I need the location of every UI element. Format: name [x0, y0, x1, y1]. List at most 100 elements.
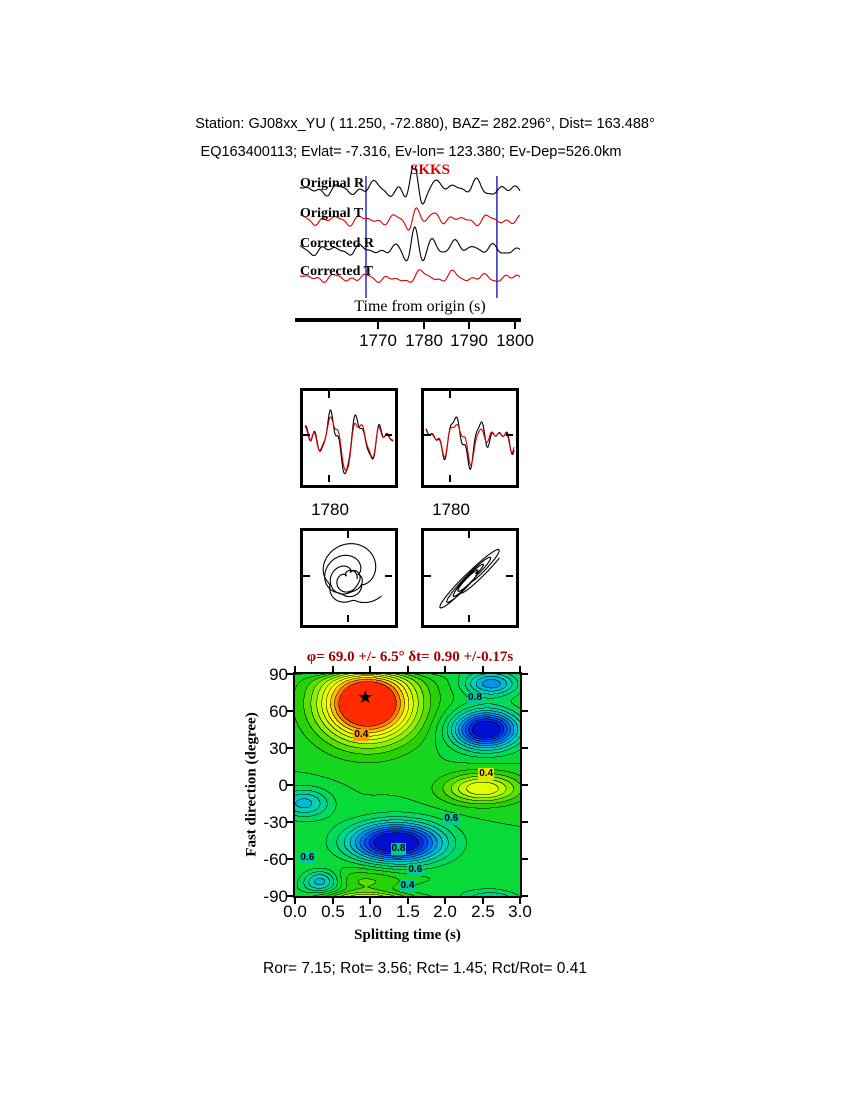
quality-ratios-text: Ror= 7.15; Rot= 3.56; Rct= 1.45; Rct/Rot…	[263, 960, 587, 977]
tick-mark	[331, 898, 334, 904]
box-border	[300, 528, 398, 628]
tick-mark	[287, 858, 293, 860]
tick-mark	[522, 747, 528, 749]
ytick-90: 90	[269, 665, 288, 684]
particle-motion-curve	[322, 543, 382, 604]
time-axis-title: Time from origin (s)	[354, 298, 486, 315]
contour-value-label: 0.8	[467, 692, 483, 705]
trace-label-corrected-t: Corrected T	[300, 264, 373, 279]
tick-mark	[449, 391, 451, 398]
tick-mark	[385, 434, 392, 436]
tick-mark	[328, 475, 330, 482]
tick-mark	[287, 673, 293, 675]
tick-mark	[481, 666, 484, 672]
xtick-05: 0.5	[321, 902, 345, 921]
tick-mark	[468, 322, 471, 329]
overlay-box-2-time-label: 1780	[432, 500, 470, 519]
tick-mark	[522, 710, 528, 712]
tick-mark	[303, 434, 310, 436]
tick-mark	[287, 784, 293, 786]
tick-mark	[294, 666, 296, 672]
trace-label-corrected-r: Corrected R	[300, 236, 374, 251]
event-header-line2: EQ163400113; Evlat= -7.316, Ev-lon= 123.…	[200, 144, 622, 160]
tick-mark	[347, 615, 349, 622]
splitting-error-surface	[295, 674, 520, 896]
curve	[305, 416, 394, 472]
tick-mark	[468, 615, 470, 622]
tick-mark	[406, 898, 409, 904]
tick-mark	[376, 322, 379, 329]
box-border	[421, 528, 519, 628]
tick-mark	[328, 391, 330, 398]
contour-value-label: 0.6	[443, 813, 460, 826]
splitting-result-title: φ= 69.0 +/- 6.5° δt= 0.90 +/-0.17s	[306, 649, 514, 665]
ytick-30: 30	[269, 739, 288, 758]
tick-mark	[506, 575, 513, 577]
overlay-waveforms	[304, 409, 394, 475]
trace-label-original-r: Original R	[300, 176, 365, 191]
particle-motion-box-corrected	[421, 528, 519, 628]
contour-value-label: 0.4	[399, 880, 416, 892]
component-overlay-box-2	[421, 388, 519, 488]
time-tick-1780: 1780	[405, 331, 443, 350]
station-header-line1: Station: GJ08xx_YU ( 11.250, -72.880), B…	[195, 116, 655, 132]
y-axis-title: Fast direction (degree)	[243, 712, 260, 857]
curve	[300, 269, 521, 284]
overlay-waveforms	[425, 416, 515, 470]
box-border	[421, 388, 519, 488]
curve	[322, 543, 382, 604]
contour-value-label: 0.4	[478, 767, 495, 780]
time-axis-line	[295, 318, 521, 322]
tick-mark	[444, 898, 446, 904]
tick-mark	[331, 666, 334, 672]
ytick-60: 60	[269, 702, 288, 721]
tick-mark	[424, 575, 431, 577]
tick-mark	[294, 898, 296, 904]
tick-mark	[287, 895, 293, 897]
xtick-25: 2.5	[471, 902, 495, 921]
tick-mark	[519, 666, 521, 672]
tick-mark	[369, 666, 371, 672]
tick-mark	[424, 434, 431, 436]
time-tick-1770: 1770	[359, 331, 397, 350]
tick-mark	[449, 475, 451, 482]
tick-mark	[522, 784, 528, 786]
trace-label-original-t: Original T	[300, 206, 364, 221]
tick-mark	[522, 895, 528, 897]
tick-mark	[506, 434, 513, 436]
component-overlay-box-1	[300, 388, 398, 488]
curve	[299, 166, 521, 205]
particle-motion-box-uncorrected	[300, 528, 398, 628]
curve	[439, 548, 500, 609]
tick-mark	[287, 710, 293, 712]
tick-mark	[369, 898, 371, 904]
x-axis-title: Splitting time (s)	[354, 927, 461, 943]
box-border	[300, 388, 398, 488]
ytick-0: 0	[278, 776, 288, 795]
tick-mark	[406, 666, 409, 672]
xtick-0: 0.0	[283, 902, 307, 921]
tick-mark	[514, 322, 517, 329]
curve	[425, 416, 515, 470]
contour-value-label: 0.4	[353, 729, 370, 742]
tick-mark	[468, 531, 470, 538]
curve	[299, 207, 521, 231]
tick-mark	[287, 821, 293, 823]
tick-mark	[303, 575, 310, 577]
overlay-box-1-time-label: 1780	[311, 500, 349, 519]
tick-mark	[287, 747, 293, 749]
tick-mark	[347, 531, 349, 538]
ytick-m60: -60	[263, 850, 288, 869]
tick-mark	[422, 322, 425, 329]
xtick-30: 3.0	[508, 902, 532, 921]
xtick-10: 1.0	[358, 902, 382, 921]
tick-mark	[519, 898, 521, 904]
phase-label-skks: SKKS	[409, 162, 451, 178]
contour-value-label: 0.6	[299, 852, 316, 865]
particle-motion-curve	[439, 548, 500, 609]
tick-mark	[444, 666, 446, 672]
time-tick-1790: 1790	[450, 331, 488, 350]
tick-mark	[385, 575, 392, 577]
tick-mark	[522, 673, 528, 675]
